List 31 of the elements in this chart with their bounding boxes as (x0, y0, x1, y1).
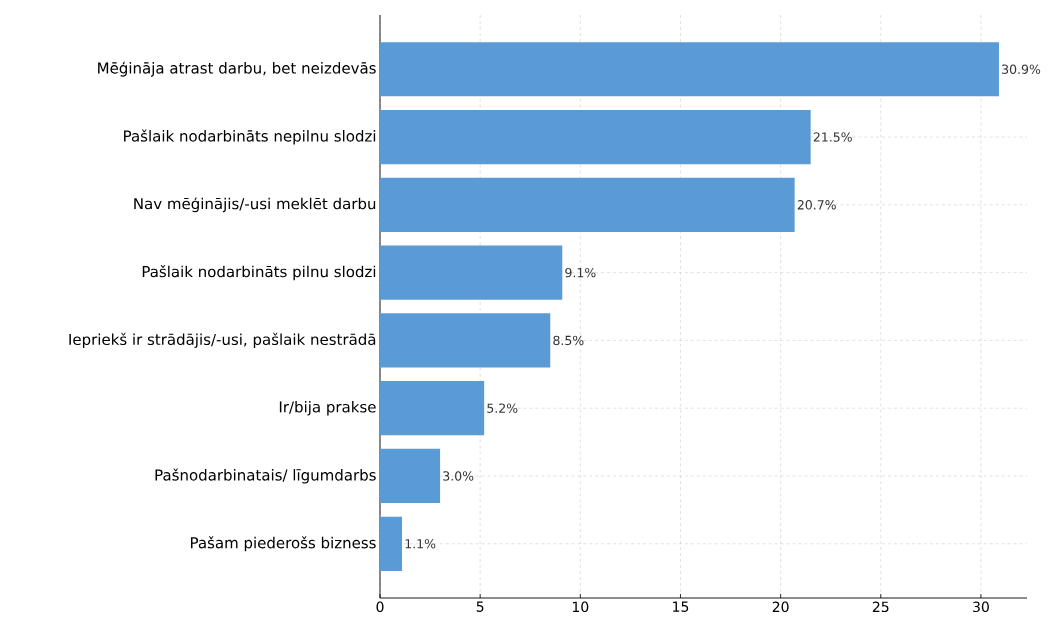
data-label: 3.0% (443, 471, 474, 481)
bar (380, 109, 811, 165)
x-tick-label: 10 (572, 601, 589, 613)
y-tick-label: Pašam piederošs bizness (190, 536, 376, 552)
x-tick-label: 5 (476, 601, 484, 612)
bar (380, 177, 795, 232)
y-tick-label: Pašlaik nodarbināts nepilnu slodzi (124, 129, 376, 145)
data-label: 20.7% (797, 200, 836, 210)
data-label: 8.5% (553, 335, 584, 346)
bar (380, 448, 441, 504)
bar (380, 313, 551, 368)
x-tick-label: 0 (376, 601, 384, 613)
y-tick-label: Ir/bija prakse (279, 400, 376, 416)
y-tick-label: Pašnodarbinatais/ līgumdarbs (155, 468, 376, 484)
data-label: 21.5% (813, 132, 852, 142)
y-tick-label: Iepriekš ir strādājis/-usi, pašlaik nestrādā (69, 332, 376, 348)
x-tick-label: 30 (973, 601, 989, 613)
bar (380, 245, 563, 300)
data-label: 1.1% (405, 539, 436, 549)
data-label: 30.9% (1002, 64, 1041, 74)
y-tick-label: Mēģināja atrast darbu, bet neizdevās (98, 61, 376, 77)
x-tick-label: 25 (872, 601, 889, 613)
data-label: 9.1% (565, 267, 596, 278)
data-label: 5.2% (487, 403, 518, 413)
y-tick-label: Nav mēģinājis/-usi meklēt darbu (134, 197, 376, 213)
bar (380, 516, 403, 571)
y-tick-label: Pašlaik nodarbināts pilnu slodzi (142, 265, 376, 281)
bar (380, 381, 485, 436)
bar (380, 42, 999, 97)
x-tick-label: 15 (673, 601, 689, 612)
x-tick-label: 20 (772, 601, 789, 613)
